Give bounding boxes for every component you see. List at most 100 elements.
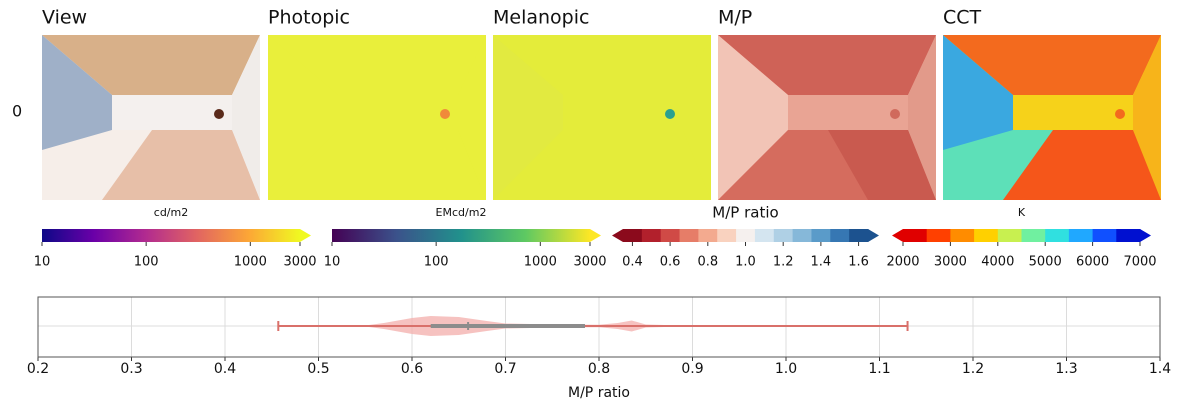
colorbar-tick-label: 1.6 [848, 255, 869, 270]
colorbar-tick-label: 1.0 [735, 255, 756, 270]
panel-image [718, 35, 936, 200]
colorbar-extend [300, 229, 311, 242]
colorbar-bin [997, 229, 1022, 242]
ceiling [943, 35, 1161, 95]
ceiling [718, 35, 936, 95]
ceiling [42, 35, 260, 95]
panel-image [493, 35, 711, 200]
x-tick-label: 1.0 [775, 361, 797, 377]
violin [281, 326, 908, 336]
floor-cool [943, 130, 1053, 200]
panel-image [268, 35, 486, 200]
x-tick-label: 0.4 [214, 361, 236, 377]
colorbar-tick-label: 10 [34, 255, 51, 270]
colorbar-bin [641, 229, 662, 242]
colorbar-tick-label: 7000 [1123, 255, 1156, 270]
x-tick-label: 1.4 [1149, 361, 1171, 377]
box [430, 324, 585, 328]
floor [493, 130, 711, 200]
colorbar-tick-label: 5000 [1029, 255, 1062, 270]
image-spot [214, 109, 224, 119]
colorbar [42, 229, 300, 242]
floor [268, 130, 486, 200]
image-spot [890, 109, 900, 119]
colorbar-bin [792, 229, 812, 242]
right-wall [908, 35, 936, 200]
colorbar-bin [1045, 229, 1070, 242]
panel-title: Photopic [268, 7, 350, 29]
colorbar-bin [679, 229, 699, 242]
colorbar-bin [811, 229, 831, 242]
colorbar-bin [974, 229, 999, 242]
colorbar-bin [754, 229, 775, 242]
colorbar-bin [849, 229, 869, 242]
colorbar-tick-label: 0.8 [697, 255, 718, 270]
colorbar-tick-label: 3000 [283, 255, 316, 270]
colorbar-bin [773, 229, 794, 242]
right-wall [683, 35, 711, 200]
colorbar-bin [717, 229, 737, 242]
plot-frame [37, 296, 1161, 358]
colorbar-tick-label: 100 [424, 255, 449, 270]
panel-image [42, 35, 260, 200]
panel-image [943, 35, 1161, 200]
colorbar-bin [736, 229, 756, 242]
colorbar-bin [623, 229, 643, 242]
colorbar-extend [892, 229, 903, 242]
colorbar-tick-label: 3000 [934, 255, 967, 270]
x-tick-label: 0.5 [307, 361, 329, 377]
colorbar-bin [926, 229, 951, 242]
colorbar-tick-label: 0.4 [622, 255, 643, 270]
x-tick-label: 0.6 [401, 361, 423, 377]
colorbar-tick-label: 3000 [573, 255, 606, 270]
colorbar-bin [1068, 229, 1094, 242]
ceiling [493, 35, 711, 95]
colorbar-bin [698, 229, 718, 242]
x-tick-label: 1.3 [1055, 361, 1077, 377]
colorbar-label: cd/m2 [154, 206, 188, 219]
row-label: 0 [12, 102, 22, 121]
colorbar-tick-label: 2000 [886, 255, 919, 270]
x-axis-label: M/P ratio [568, 385, 630, 401]
colorbar-bin [1092, 229, 1117, 242]
colorbar-tick-label: 100 [134, 255, 159, 270]
image-spot [665, 109, 675, 119]
colorbar-tick-label: 1000 [234, 255, 267, 270]
colorbar-extend [868, 229, 879, 242]
panel-title: M/P [718, 7, 752, 29]
panel-title: CCT [943, 7, 982, 29]
colorbar-bin [830, 229, 850, 242]
colorbar-tick-label: 6000 [1076, 255, 1109, 270]
right-wall [1133, 35, 1161, 200]
colorbar-bin [660, 229, 681, 242]
colorbar-label: EMcd/m2 [436, 206, 487, 219]
left-wall [493, 35, 563, 200]
colorbar-extend [612, 229, 623, 242]
x-tick-label: 1.2 [962, 361, 984, 377]
colorbar-extend [590, 229, 601, 242]
x-tick-label: 0.9 [681, 361, 703, 377]
left-wall [718, 35, 788, 200]
colorbar-tick-label: 1.4 [811, 255, 832, 270]
colorbar-tick-label: 0.6 [660, 255, 681, 270]
image-spot [440, 109, 450, 119]
colorbar-label: K [1018, 206, 1026, 219]
right-wall [458, 35, 486, 200]
floor-shade [828, 130, 936, 200]
panel-title: Melanopic [493, 7, 589, 29]
ceiling [268, 35, 486, 95]
colorbar-bin [1116, 229, 1141, 242]
colorbar-tick-label: 4000 [981, 255, 1014, 270]
image-spot [1115, 109, 1125, 119]
colorbar-tick-label: 1000 [524, 255, 557, 270]
colorbar-tick-label: 10 [324, 255, 341, 270]
colorbar-label: M/P ratio [712, 204, 778, 222]
colorbar-bin [1021, 229, 1046, 242]
colorbar-bin [950, 229, 975, 242]
floor-light [42, 130, 152, 200]
colorbar [332, 229, 590, 242]
colorbar-tick-label: 1.2 [773, 255, 794, 270]
x-tick-label: 0.7 [494, 361, 516, 377]
violin [281, 316, 908, 326]
